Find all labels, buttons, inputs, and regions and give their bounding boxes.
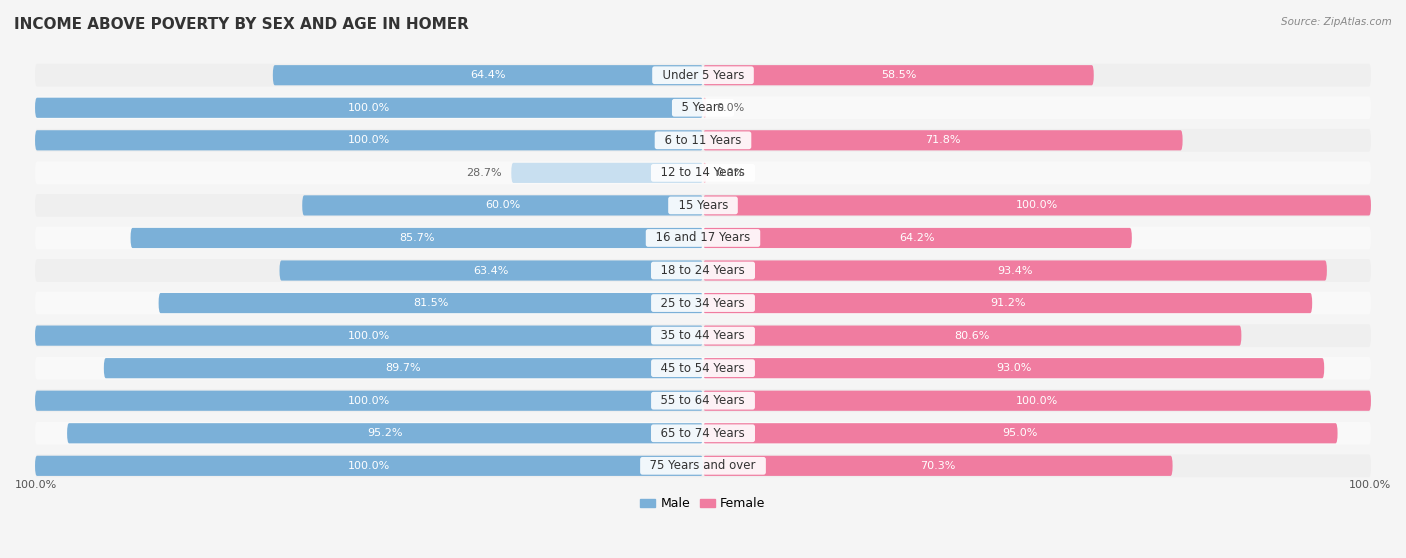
FancyBboxPatch shape	[703, 130, 1182, 151]
FancyBboxPatch shape	[703, 456, 1173, 476]
FancyBboxPatch shape	[35, 98, 703, 118]
Text: 95.2%: 95.2%	[367, 429, 402, 438]
FancyBboxPatch shape	[35, 64, 1371, 86]
Text: 58.5%: 58.5%	[880, 70, 917, 80]
FancyBboxPatch shape	[35, 161, 1371, 184]
Text: 75 Years and over: 75 Years and over	[643, 459, 763, 472]
FancyBboxPatch shape	[302, 195, 703, 215]
FancyBboxPatch shape	[703, 65, 1094, 85]
FancyBboxPatch shape	[35, 391, 703, 411]
Text: 91.2%: 91.2%	[990, 298, 1025, 308]
FancyBboxPatch shape	[35, 325, 703, 346]
Text: 35 to 44 Years: 35 to 44 Years	[654, 329, 752, 342]
FancyBboxPatch shape	[703, 195, 1371, 215]
Text: INCOME ABOVE POVERTY BY SEX AND AGE IN HOMER: INCOME ABOVE POVERTY BY SEX AND AGE IN H…	[14, 17, 470, 32]
Text: 25 to 34 Years: 25 to 34 Years	[654, 296, 752, 310]
Text: 80.6%: 80.6%	[955, 331, 990, 340]
FancyBboxPatch shape	[35, 227, 1371, 249]
Text: 100.0%: 100.0%	[15, 480, 58, 490]
Legend: Male, Female: Male, Female	[636, 492, 770, 516]
Text: 5 Years: 5 Years	[675, 101, 731, 114]
FancyBboxPatch shape	[35, 97, 1371, 119]
Text: 100.0%: 100.0%	[347, 331, 389, 340]
FancyBboxPatch shape	[35, 324, 1371, 347]
Text: 100.0%: 100.0%	[1017, 396, 1059, 406]
Text: 100.0%: 100.0%	[1017, 200, 1059, 210]
Text: Source: ZipAtlas.com: Source: ZipAtlas.com	[1281, 17, 1392, 27]
Text: 65 to 74 Years: 65 to 74 Years	[654, 427, 752, 440]
Text: 100.0%: 100.0%	[347, 396, 389, 406]
Text: 15 Years: 15 Years	[671, 199, 735, 212]
Text: 64.2%: 64.2%	[900, 233, 935, 243]
Text: 81.5%: 81.5%	[413, 298, 449, 308]
FancyBboxPatch shape	[35, 422, 1371, 445]
FancyBboxPatch shape	[280, 261, 703, 281]
FancyBboxPatch shape	[703, 391, 1371, 411]
FancyBboxPatch shape	[159, 293, 703, 313]
FancyBboxPatch shape	[703, 228, 1132, 248]
FancyBboxPatch shape	[35, 389, 1371, 412]
FancyBboxPatch shape	[703, 358, 1324, 378]
Text: 6 to 11 Years: 6 to 11 Years	[657, 134, 749, 147]
Text: 95.0%: 95.0%	[1002, 429, 1038, 438]
Text: 71.8%: 71.8%	[925, 136, 960, 145]
FancyBboxPatch shape	[35, 129, 1371, 152]
Text: 0.0%: 0.0%	[717, 168, 745, 178]
FancyBboxPatch shape	[703, 163, 706, 183]
Text: Under 5 Years: Under 5 Years	[655, 69, 751, 81]
FancyBboxPatch shape	[35, 130, 703, 151]
Text: 45 to 54 Years: 45 to 54 Years	[654, 362, 752, 374]
Text: 100.0%: 100.0%	[347, 461, 389, 471]
FancyBboxPatch shape	[67, 423, 703, 444]
Text: 100.0%: 100.0%	[347, 103, 389, 113]
FancyBboxPatch shape	[703, 325, 1241, 346]
Text: 100.0%: 100.0%	[347, 136, 389, 145]
FancyBboxPatch shape	[35, 456, 703, 476]
Text: 64.4%: 64.4%	[470, 70, 506, 80]
FancyBboxPatch shape	[512, 163, 703, 183]
FancyBboxPatch shape	[35, 357, 1371, 379]
Text: 63.4%: 63.4%	[474, 266, 509, 276]
FancyBboxPatch shape	[703, 98, 706, 118]
Text: 85.7%: 85.7%	[399, 233, 434, 243]
FancyBboxPatch shape	[703, 293, 1312, 313]
Text: 89.7%: 89.7%	[385, 363, 422, 373]
Text: 60.0%: 60.0%	[485, 200, 520, 210]
Text: 12 to 14 Years: 12 to 14 Years	[654, 166, 752, 179]
FancyBboxPatch shape	[35, 259, 1371, 282]
Text: 100.0%: 100.0%	[1348, 480, 1391, 490]
FancyBboxPatch shape	[273, 65, 703, 85]
Text: 70.3%: 70.3%	[920, 461, 956, 471]
Text: 0.0%: 0.0%	[717, 103, 745, 113]
Text: 16 and 17 Years: 16 and 17 Years	[648, 232, 758, 244]
Text: 55 to 64 Years: 55 to 64 Years	[654, 394, 752, 407]
Text: 93.4%: 93.4%	[997, 266, 1032, 276]
FancyBboxPatch shape	[104, 358, 703, 378]
Text: 28.7%: 28.7%	[465, 168, 502, 178]
FancyBboxPatch shape	[35, 292, 1371, 315]
FancyBboxPatch shape	[703, 261, 1327, 281]
FancyBboxPatch shape	[703, 423, 1337, 444]
Text: 18 to 24 Years: 18 to 24 Years	[654, 264, 752, 277]
FancyBboxPatch shape	[35, 454, 1371, 477]
FancyBboxPatch shape	[131, 228, 703, 248]
Text: 93.0%: 93.0%	[995, 363, 1031, 373]
FancyBboxPatch shape	[35, 194, 1371, 217]
